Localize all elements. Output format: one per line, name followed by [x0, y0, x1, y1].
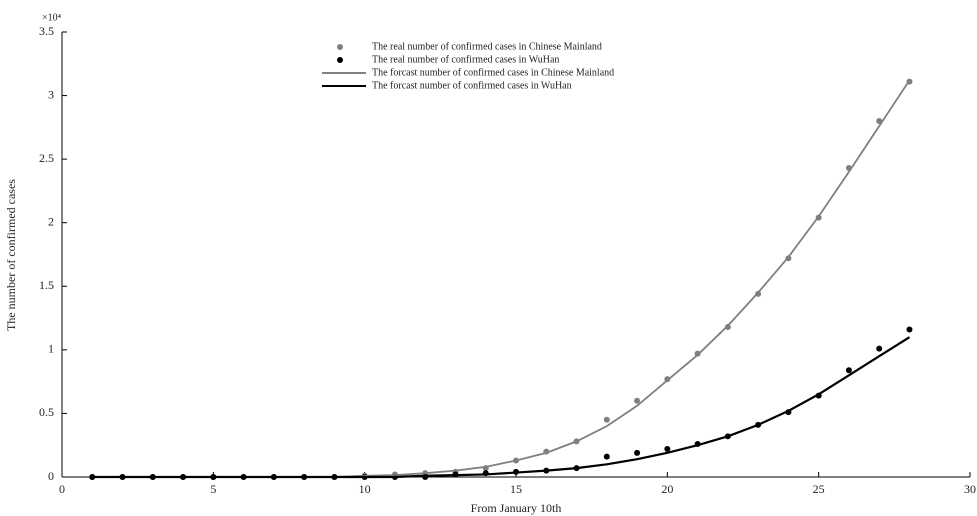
data-point — [724, 323, 731, 330]
y-tick-label: 0 — [48, 469, 54, 483]
y-tick-label: 0.5 — [39, 405, 54, 419]
x-tick-label: 15 — [510, 482, 522, 496]
x-tick-label: 30 — [964, 482, 976, 496]
data-point — [603, 416, 610, 423]
data-point — [906, 326, 913, 333]
y-tick-label: 2.5 — [39, 151, 54, 165]
legend-label: The real number of confirmed cases in Ch… — [372, 41, 602, 52]
y-axis-label: The number of confirmed cases — [4, 179, 18, 331]
data-point — [634, 397, 641, 404]
data-point — [876, 345, 883, 352]
data-point — [845, 367, 852, 374]
y-tick-label: 3.5 — [39, 24, 54, 38]
legend-label: The real number of confirmed cases in Wu… — [372, 54, 559, 65]
legend-label: The forcast number of confirmed cases in… — [372, 80, 572, 91]
x-axis-label: From January 10th — [471, 501, 562, 515]
y-tick-label: 3 — [48, 87, 54, 101]
x-tick-label: 0 — [59, 482, 65, 496]
forecast-line — [92, 336, 911, 479]
legend-marker — [337, 57, 343, 63]
data-point — [603, 453, 610, 460]
x-tick-label: 5 — [210, 482, 216, 496]
data-point — [634, 449, 641, 456]
legend-marker — [337, 44, 343, 50]
data-point — [664, 446, 671, 453]
y-multiplier: ×10⁴ — [42, 12, 62, 23]
x-tick-label: 20 — [661, 482, 673, 496]
x-tick-label: 25 — [813, 482, 825, 496]
y-tick-label: 1 — [48, 342, 54, 356]
forecast-line — [92, 79, 911, 478]
y-tick-label: 2 — [48, 214, 54, 228]
y-tick-label: 1.5 — [39, 278, 54, 292]
legend-label: The forcast number of confirmed cases in… — [372, 67, 614, 78]
x-tick-label: 10 — [359, 482, 371, 496]
